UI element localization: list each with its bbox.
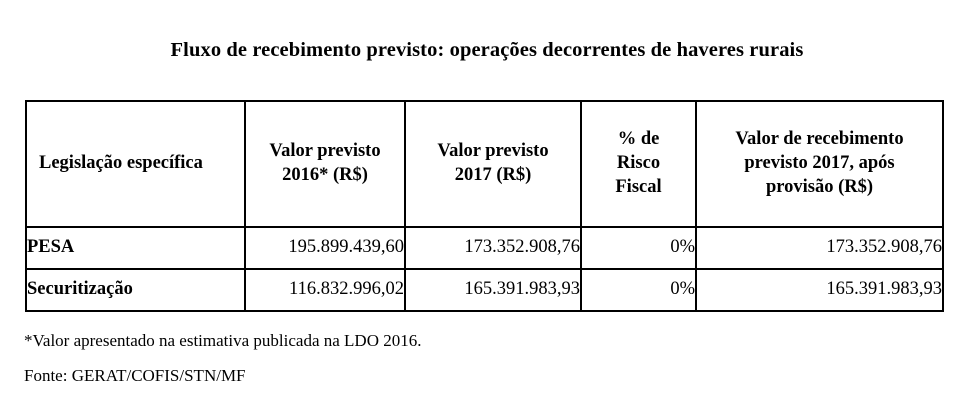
cell-pct-risco-fiscal: 0% [580,226,697,270]
cell-valor-recebimento-apos-provisao: 173.352.908,76 [695,226,944,270]
footnote-source: Fonte: GERAT/COFIS/STN/MF [24,365,246,385]
table-row: Securitização 116.832.996,02 165.391.983… [25,268,944,312]
cell-legislacao: PESA [25,226,246,270]
column-header-valor-2016-line1: Valor previsto [269,141,381,162]
column-header-valor-apos-provisao-line2: previsto 2017, após [744,153,895,174]
column-header-valor-2016-line2: 2016* (R$) [282,165,368,185]
column-header-valor-apos-provisao-line3: provisão (R$) [765,176,874,197]
column-header-risco-fiscal-line1: % de [617,129,660,150]
cell-legislacao: Securitização [25,268,246,312]
cell-valor-previsto-2017: 165.391.983,93 [404,268,582,312]
column-header-valor-2017-line2: 2017 (R$) [454,165,532,185]
table-row: PESA 195.899.439,60 173.352.908,76 0% 17… [25,226,944,270]
table-container: Legislação específica Valor previsto 201… [25,100,944,312]
cell-valor-previsto-2016: 195.899.439,60 [244,226,406,270]
cell-pct-risco-fiscal: 0% [580,268,697,312]
cell-valor-previsto-2016: 116.832.996,02 [244,268,406,312]
column-header-valor-apos-provisao-line1: Valor de recebimento [735,129,904,150]
cell-valor-previsto-2017: 173.352.908,76 [404,226,582,270]
footnote-note: *Valor apresentado na estimativa publica… [24,331,422,350]
column-header-risco-fiscal-line2: Risco [616,153,661,174]
column-header-risco-fiscal-line3: Fiscal [615,176,662,197]
column-header-legislacao-line1: Legislação específica [39,153,203,174]
column-header-valor-apos-provisao: Valor de recebimento previsto 2017, após… [695,100,944,228]
fluxo-recebimento-table: Legislação específica Valor previsto 201… [25,100,944,312]
column-header-risco-fiscal: % de Risco Fiscal [580,100,697,228]
column-header-valor-2017: Valor previsto 2017 (R$) [404,100,582,228]
page-title: Fluxo de recebimento previsto: operações… [170,39,804,61]
column-header-legislacao: Legislação específica [25,100,246,228]
column-header-valor-2016: Valor previsto 2016* (R$) [244,100,406,228]
footnotes: *Valor apresentado na estimativa publica… [24,331,924,385]
cell-valor-recebimento-apos-provisao: 165.391.983,93 [695,268,944,312]
column-header-valor-2017-line1: Valor previsto [437,141,549,162]
table-header-row: Legislação específica Valor previsto 201… [25,100,944,228]
